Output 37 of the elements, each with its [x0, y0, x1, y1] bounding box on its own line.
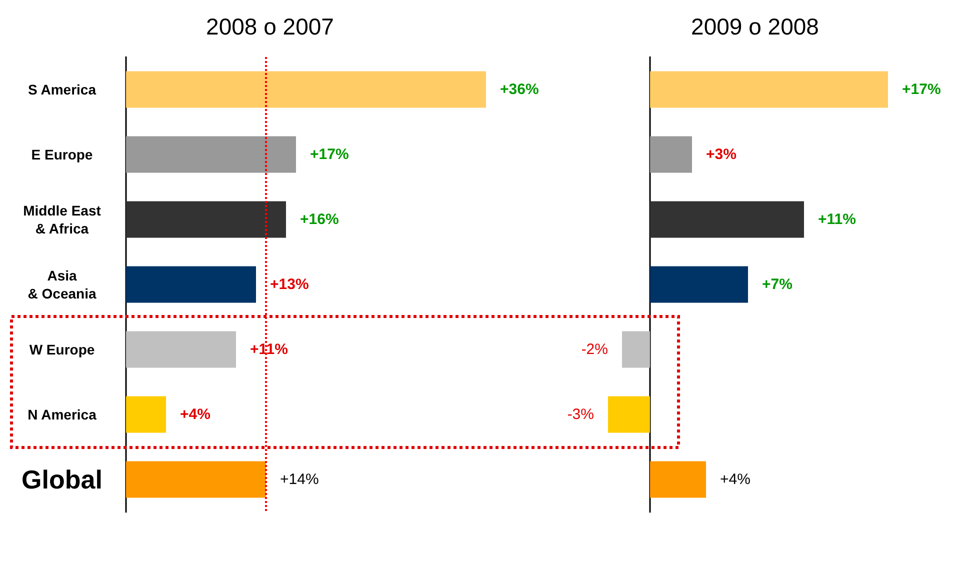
data-label: +13%: [270, 276, 309, 293]
y-tick-label: S America: [28, 82, 96, 98]
bar: [126, 201, 286, 238]
y-tick-label: Asia & Oceania: [28, 268, 96, 302]
bar: [608, 396, 650, 433]
bar: [650, 136, 692, 173]
bar: [650, 71, 888, 108]
chart-title: 2008 o 2007: [206, 14, 334, 40]
data-label: -3%: [567, 406, 594, 423]
bar: [126, 331, 236, 368]
data-label: +4%: [720, 471, 750, 488]
y-tick-label: Global: [22, 464, 102, 494]
data-label: +7%: [762, 276, 792, 293]
bar: [126, 266, 256, 303]
y-tick-label: N America: [28, 406, 97, 422]
y-tick-label: W Europe: [29, 342, 95, 358]
bar: [650, 461, 706, 498]
data-label: +11%: [250, 341, 288, 358]
y-tick-label: Middle East & Africa: [23, 202, 102, 236]
data-label: -2%: [581, 341, 608, 358]
data-label: +36%: [500, 81, 539, 98]
bar: [126, 71, 486, 108]
data-label: +11%: [818, 211, 856, 228]
bar: [650, 266, 748, 303]
bar: [126, 461, 266, 498]
bar: [622, 331, 650, 368]
data-label: +4%: [180, 406, 210, 423]
data-label: +17%: [310, 146, 349, 163]
data-label: +16%: [300, 211, 339, 228]
bar: [650, 201, 804, 238]
bar: [126, 136, 296, 173]
y-tick-label: E Europe: [31, 146, 93, 162]
data-label: +14%: [280, 471, 319, 488]
chart-title: 2009 o 2008: [691, 14, 819, 40]
data-label: +3%: [706, 146, 736, 163]
bar: [126, 396, 166, 433]
data-label: +17%: [902, 81, 941, 98]
